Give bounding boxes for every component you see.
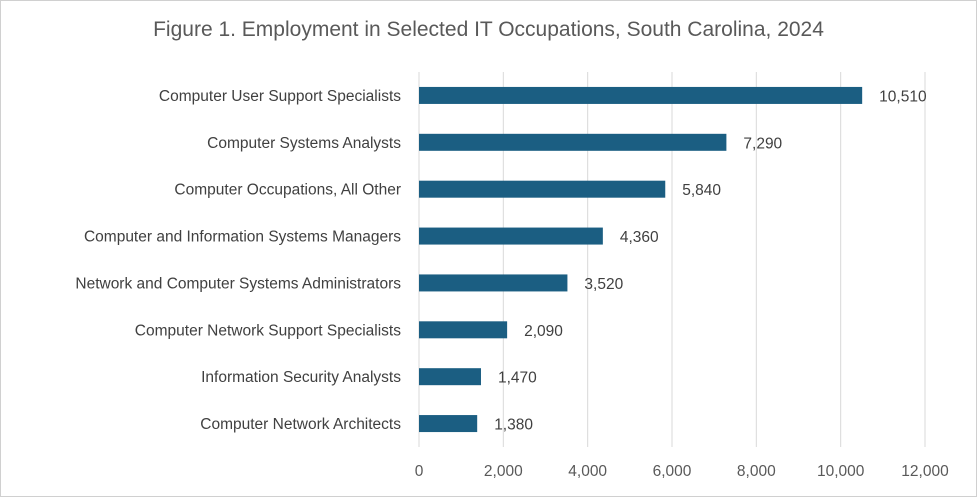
category-label: Computer Network Support Specialists [135, 322, 401, 339]
x-tick-label: 12,000 [901, 463, 949, 480]
category-label: Information Security Analysts [201, 369, 401, 386]
gridlines [418, 72, 926, 447]
x-tick-label: 4,000 [568, 463, 607, 480]
category-label: Computer Occupations, All Other [174, 182, 401, 199]
bars [419, 86, 863, 433]
bar [419, 321, 508, 339]
x-tick-label: 0 [415, 463, 424, 480]
bar [419, 415, 478, 433]
bar [419, 274, 568, 292]
data-label: 1,380 [494, 417, 533, 434]
data-labels: 10,510 7,290 5,840 4,360 3,520 2,090 1,470 1,38… [494, 88, 927, 433]
data-label: 1,470 [498, 370, 537, 387]
data-label: 7,290 [743, 135, 782, 152]
data-label: 2,090 [524, 323, 563, 340]
x-tick-label: 2,000 [484, 463, 523, 480]
x-tick-label: 6,000 [653, 463, 692, 480]
bar [419, 368, 481, 386]
bar [419, 133, 727, 151]
bar [419, 227, 603, 245]
category-label: Network and Computer Systems Administrat… [75, 275, 401, 292]
x-tick-label: 10,000 [817, 463, 865, 480]
x-axis-tick-labels: 0 2,000 4,000 6,000 8,000 10,000 12,000 [415, 463, 949, 480]
category-label: Computer User Support Specialists [159, 88, 401, 105]
data-label: 5,840 [682, 182, 721, 199]
category-label: Computer Systems Analysts [207, 135, 401, 152]
chart-title: Figure 1. Employment in Selected IT Occu… [153, 18, 824, 41]
x-tick-label: 8,000 [737, 463, 776, 480]
data-label: 4,360 [620, 229, 659, 246]
category-label: Computer Network Architects [200, 416, 401, 433]
data-label: 10,510 [879, 88, 927, 105]
bar [419, 180, 666, 198]
data-label: 3,520 [584, 276, 623, 293]
bar [419, 86, 863, 104]
category-labels: Computer User Support Specialists Compute… [75, 88, 401, 433]
category-label: Computer and Information Systems Manager… [84, 229, 401, 246]
